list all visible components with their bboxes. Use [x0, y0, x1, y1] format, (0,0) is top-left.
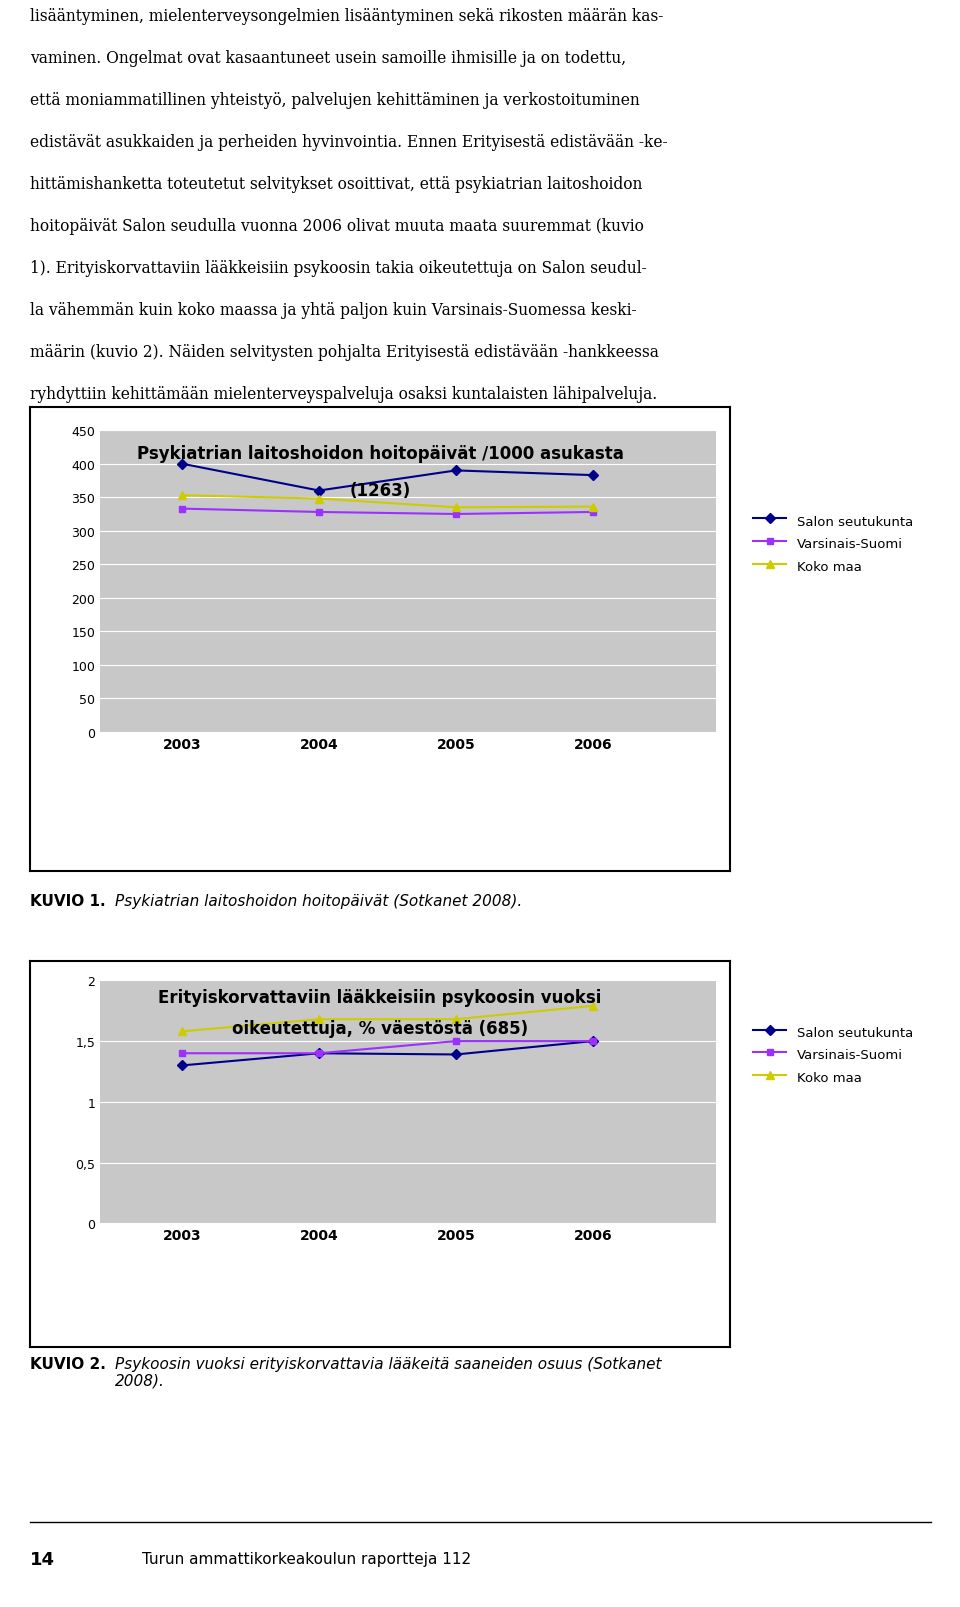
Text: Turun ammattikorkeakoulun raportteja 112: Turun ammattikorkeakoulun raportteja 112: [142, 1551, 470, 1567]
Text: Psykiatrian laitoshoidon hoitopäivät (Sotkanet 2008).: Psykiatrian laitoshoidon hoitopäivät (So…: [114, 893, 522, 910]
Legend: Salon seutukunta, Varsinais-Suomi, Koko maa: Salon seutukunta, Varsinais-Suomi, Koko …: [754, 513, 913, 574]
Legend: Salon seutukunta, Varsinais-Suomi, Koko maa: Salon seutukunta, Varsinais-Suomi, Koko …: [754, 1024, 913, 1085]
Text: 14: 14: [30, 1549, 55, 1567]
Text: vaminen. Ongelmat ovat kasaantuneet usein samoille ihmisille ja on todettu,: vaminen. Ongelmat ovat kasaantuneet usei…: [30, 50, 626, 67]
Text: la vähemmän kuin koko maassa ja yhtä paljon kuin Varsinais-Suomessa keski-: la vähemmän kuin koko maassa ja yhtä pal…: [30, 302, 636, 320]
Text: Psykoosin vuoksi erityiskorvattavia lääkeitä saaneiden osuus (Sotkanet
2008).: Psykoosin vuoksi erityiskorvattavia lääk…: [114, 1356, 661, 1388]
Text: että moniammatillinen yhteistyö, palvelujen kehittäminen ja verkostoituminen: että moniammatillinen yhteistyö, palvelu…: [30, 92, 639, 109]
Text: lisääntyminen, mielenterveysongelmien lisääntyminen sekä rikosten määrän kas-: lisääntyminen, mielenterveysongelmien li…: [30, 8, 663, 26]
Text: oikeutettuja, % väestöstä (685): oikeutettuja, % väestöstä (685): [232, 1019, 528, 1037]
Text: Erityiskorvattaviin lääkkeisiin psykoosin vuoksi: Erityiskorvattaviin lääkkeisiin psykoosi…: [158, 988, 602, 1006]
Text: Psykiatrian laitoshoidon hoitopäivät /1000 asukasta: Psykiatrian laitoshoidon hoitopäivät /10…: [136, 445, 623, 463]
Text: KUVIO 1.: KUVIO 1.: [30, 893, 106, 910]
Text: hittämishanketta toteutetut selvitykset osoittivat, että psykiatrian laitoshoido: hittämishanketta toteutetut selvitykset …: [30, 177, 642, 193]
Text: hoitopäivät Salon seudulla vuonna 2006 olivat muuta maata suuremmat (kuvio: hoitopäivät Salon seudulla vuonna 2006 o…: [30, 219, 644, 235]
Text: edistävät asukkaiden ja perheiden hyvinvointia. Ennen Erityisestä edistävään -ke: edistävät asukkaiden ja perheiden hyvinv…: [30, 135, 667, 151]
Text: (1263): (1263): [349, 482, 411, 500]
Text: KUVIO 2.: KUVIO 2.: [30, 1356, 106, 1371]
Text: 1). Erityiskorvattaviin lääkkeisiin psykoosin takia oikeutettuja on Salon seudul: 1). Erityiskorvattaviin lääkkeisiin psyk…: [30, 260, 647, 278]
Text: ryhdyttiin kehittämään mielenterveyspalveluja osaksi kuntalaisten lähipalveluja.: ryhdyttiin kehittämään mielenterveyspalv…: [30, 386, 658, 403]
Text: määrin (kuvio 2). Näiden selvitysten pohjalta Erityisestä edistävään -hankkeessa: määrin (kuvio 2). Näiden selvitysten poh…: [30, 344, 659, 362]
